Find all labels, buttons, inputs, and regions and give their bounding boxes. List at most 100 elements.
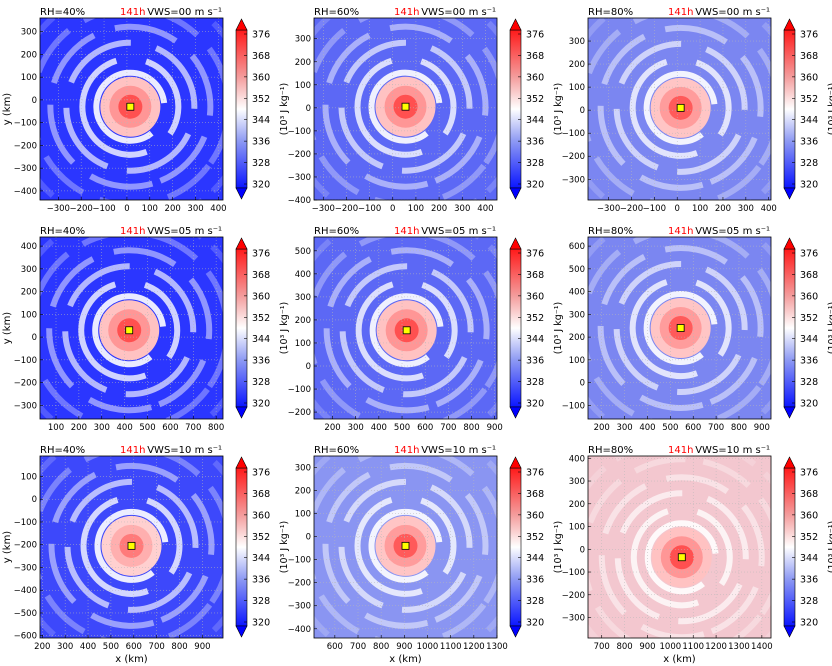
y-tick-label: −100	[288, 556, 311, 566]
x-tick-label: 400	[639, 423, 655, 433]
y-tick-label: −400	[288, 625, 311, 635]
colorbar-bar	[235, 248, 248, 408]
gridlines	[588, 456, 771, 638]
y-tick-label: −600	[14, 632, 37, 642]
x-tick-label: 1000	[660, 642, 682, 652]
x-tick-label: 300	[738, 204, 754, 214]
y-tick-label: 200	[569, 500, 585, 510]
colorbar-tick-label: 344	[252, 115, 270, 126]
y-tick-label: −200	[14, 541, 37, 551]
spiral-band	[323, 247, 490, 414]
x-tick-label: 0	[124, 204, 129, 214]
panel-vws-label: VWS=05 m s⁻¹	[695, 226, 770, 237]
y-tick-label: 100	[569, 523, 585, 533]
x-tick-label: 500	[103, 642, 119, 652]
x-tick-label: −200	[620, 204, 643, 214]
y-tick-label: 0	[306, 362, 311, 372]
colorbar-tick-label: 360	[526, 72, 544, 83]
panel-rh-label: RH=80%	[588, 226, 633, 237]
y-tick-label: 400	[21, 242, 37, 252]
x-tick-label: 400	[210, 204, 226, 214]
colorbar-tick-label: 328	[526, 158, 544, 169]
colorbar-tick-label: 360	[800, 291, 818, 302]
colorbar-tick-label: 368	[252, 270, 270, 281]
panel-frame	[587, 17, 772, 201]
y-tick-label: −100	[562, 129, 585, 139]
y-tick-label: 300	[21, 265, 37, 275]
colorbar-max-arrow	[509, 237, 522, 250]
x-tick-label: 100	[48, 423, 64, 433]
y-tick-label: 0	[32, 495, 37, 505]
y-tick-label: 300	[569, 310, 585, 320]
y-tick-label: −100	[14, 518, 37, 528]
colorbar-label: (10³ J kg⁻¹)	[279, 83, 290, 136]
x-tick-label: 400	[371, 423, 387, 433]
x-tick-label: 100	[142, 204, 158, 214]
spiral-band	[613, 40, 748, 175]
colorbar-tick-label: 368	[800, 270, 818, 281]
y-tick-label: −100	[14, 356, 37, 366]
colorbar-tick-label: 320	[800, 618, 818, 629]
gridlines	[314, 237, 497, 419]
x-tick-label: −100	[92, 204, 115, 214]
x-tick-label: −200	[69, 204, 92, 214]
y-tick-label: −200	[562, 152, 585, 162]
y-tick-label: 300	[295, 35, 311, 45]
colorbar-tick-label: 320	[526, 618, 544, 629]
panel-vws-label: VWS=10 m s⁻¹	[695, 445, 770, 456]
spiral-band	[630, 506, 733, 609]
y-tick-label: −300	[14, 164, 37, 174]
x-tick-label: 800	[616, 642, 632, 652]
y-tick-label: 0	[306, 533, 311, 543]
colorbar-tick-label: 352	[252, 94, 270, 105]
spiral-band	[78, 279, 181, 382]
x-tick-label: −300	[47, 204, 70, 214]
colorbar-label: (10³ J kg⁻¹)	[553, 83, 564, 136]
panel-1: −300 −200 −100 0 100 200 300 4003002001000−100−…	[2, 7, 290, 214]
colorbar-tick-label: 328	[252, 596, 270, 607]
y-tick-label: 300	[295, 464, 311, 474]
x-tick-label: 400	[80, 642, 96, 652]
colorbar-tick-label: 328	[526, 377, 544, 388]
spiral-band	[338, 478, 473, 613]
colorbar-bar	[509, 29, 522, 189]
colorbar-tick-label: 352	[526, 313, 544, 324]
x-tick-label: 900	[639, 642, 655, 652]
colorbar-tick-label: 336	[526, 137, 544, 148]
x-tick-label: 900	[194, 642, 210, 652]
colorbar-min-arrow	[783, 406, 796, 419]
spiral-band	[339, 263, 474, 398]
spiral-band	[40, 18, 223, 200]
colorbar-tick-label: 336	[252, 137, 270, 148]
panel-rh-label: RH=60%	[314, 7, 359, 18]
x-tick-label: 900	[754, 423, 770, 433]
y-tick-label: 200	[21, 50, 37, 60]
colorbar-tick-label: 368	[252, 489, 270, 500]
spiral-band	[47, 23, 214, 190]
colorbar-tick-label: 352	[800, 94, 818, 105]
x-tick-label: 700	[708, 423, 724, 433]
colorbar-tick-label: 360	[526, 291, 544, 302]
x-tick-label: 700	[185, 423, 201, 433]
colorbar-tick-label: 320	[800, 399, 818, 410]
colorbar-tick-label: 328	[800, 377, 818, 388]
storm-center-marker	[125, 326, 134, 335]
colorbar-tick-label: 320	[252, 399, 270, 410]
y-tick-label: 300	[295, 293, 311, 303]
panel-frame	[587, 236, 772, 420]
colorbar-tick-label: 320	[526, 399, 544, 410]
y-tick-label: 0	[580, 545, 585, 555]
y-tick-label: 100	[21, 472, 37, 482]
panel-6: 200 300 400 500 600 700 800 900 600 500 400 300 200 1…	[562, 226, 832, 433]
colorbar-tick-label: 376	[252, 249, 270, 260]
spiral-band	[354, 55, 457, 158]
spiral-band	[354, 494, 457, 597]
spiral-band	[643, 291, 718, 365]
y-tick-label: 400	[569, 454, 585, 464]
spiral-band	[314, 18, 497, 200]
colorbar-tick-label: 352	[526, 532, 544, 543]
y-tick-label: 200	[569, 60, 585, 70]
y-axis-label: y (km)	[2, 93, 13, 126]
y-tick-label: −200	[562, 591, 585, 601]
colorbar-label: (10³ J kg⁻¹)	[279, 521, 290, 574]
